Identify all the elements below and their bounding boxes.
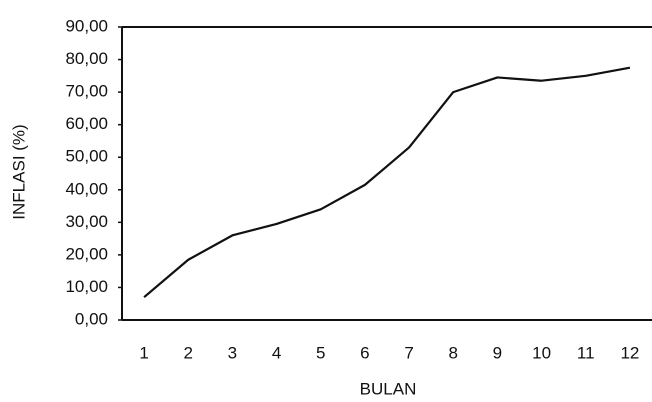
y-axis-label: INFLASI (%) [9,124,28,219]
x-tick-label: 8 [449,343,458,362]
x-tick-label: 7 [404,343,413,362]
x-tick-label: 2 [184,343,193,362]
x-tick-label: 4 [272,343,281,362]
y-tick-label: 20,00 [65,244,108,263]
line-series [143,66,631,299]
y-tick-label: 30,00 [65,212,108,231]
x-tick-label: 12 [620,343,639,362]
x-axis-label: BULAN [360,379,417,398]
x-tick-label: 5 [316,343,325,362]
x-tick-label: 10 [532,343,551,362]
y-tick-label: 10,00 [65,277,108,296]
y-tick-label: 40,00 [65,179,108,198]
x-tick-label: 11 [577,343,595,362]
y-tick-label: 80,00 [65,49,108,68]
x-tick-label: 1 [139,343,148,362]
x-tick-label: 3 [228,343,237,362]
y-tick-label: 0,00 [75,309,108,328]
y-tick-label: 50,00 [65,147,108,166]
x-tick-label: 9 [493,343,502,362]
y-tick-label: 70,00 [65,82,108,101]
x-tick-label: 6 [360,343,369,362]
y-tick-label: 60,00 [65,114,108,133]
y-tick-label: 90,00 [65,16,108,35]
